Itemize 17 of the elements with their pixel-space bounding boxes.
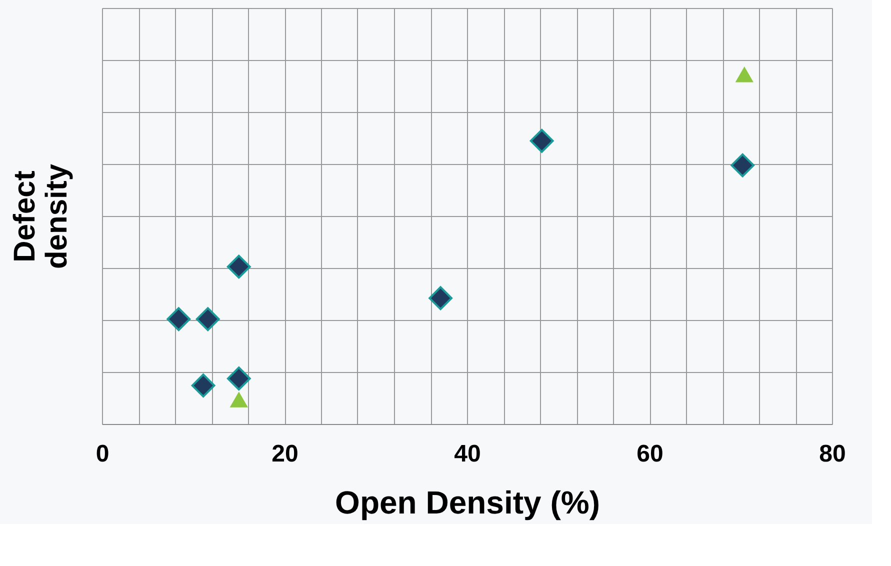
point bbox=[226, 254, 251, 279]
x-axis-title: Open Density (%) bbox=[335, 484, 600, 520]
point bbox=[191, 374, 216, 398]
point bbox=[530, 128, 554, 153]
x-tick-label: 20 bbox=[272, 440, 298, 468]
point bbox=[230, 392, 248, 408]
point bbox=[166, 307, 191, 332]
point bbox=[730, 153, 755, 178]
x-tick-label: 0 bbox=[96, 440, 110, 468]
point bbox=[196, 307, 220, 332]
x-tick-label: 60 bbox=[636, 440, 664, 468]
x-tick-label: 40 bbox=[454, 440, 481, 468]
y-axis-title: Defect density bbox=[8, 164, 74, 270]
point bbox=[226, 366, 251, 391]
point bbox=[735, 66, 754, 82]
point bbox=[428, 286, 452, 310]
x-tick-label: 80 bbox=[819, 440, 846, 468]
